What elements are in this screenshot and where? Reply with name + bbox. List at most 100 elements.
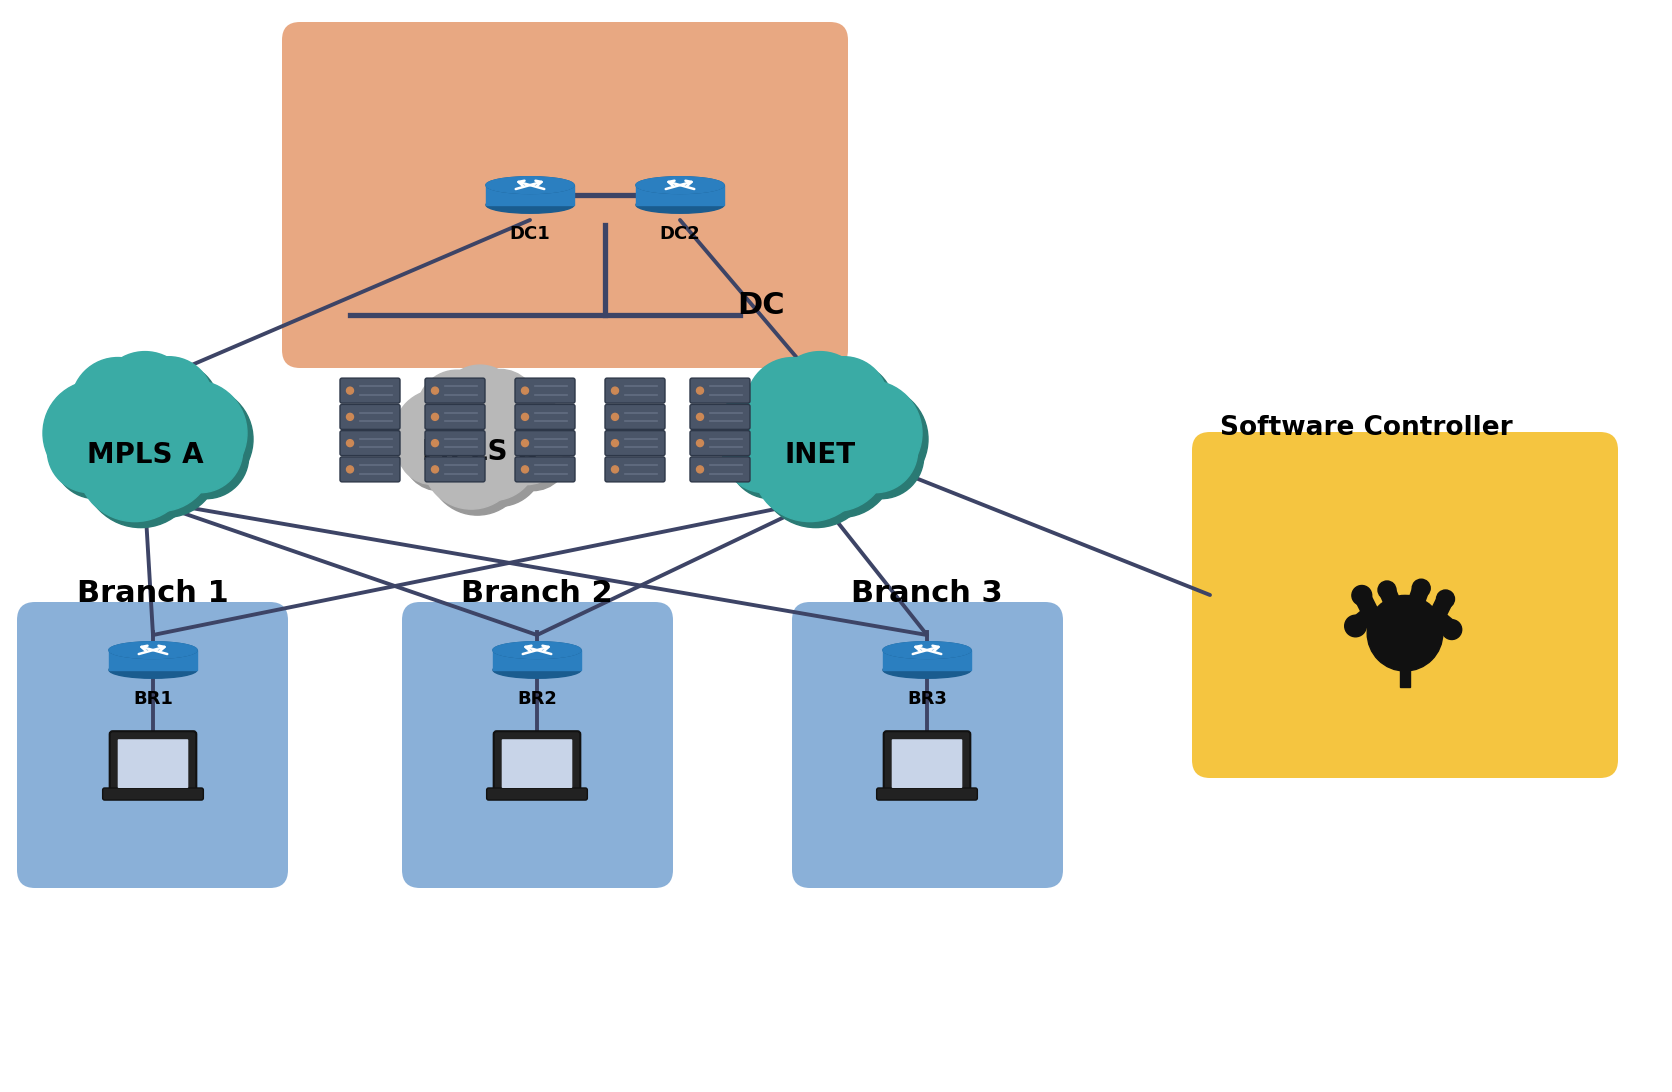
Circle shape (47, 407, 132, 492)
Text: MPLS B: MPLS B (421, 438, 538, 466)
Circle shape (752, 364, 846, 458)
FancyBboxPatch shape (515, 378, 575, 403)
Circle shape (142, 380, 247, 486)
Bar (883, 650, 971, 669)
Text: DC2: DC2 (660, 225, 701, 244)
FancyBboxPatch shape (515, 456, 575, 482)
Circle shape (612, 414, 619, 420)
Circle shape (757, 412, 873, 527)
Bar (1399, 646, 1411, 687)
FancyBboxPatch shape (691, 404, 751, 429)
Circle shape (483, 395, 572, 485)
FancyBboxPatch shape (793, 602, 1063, 888)
FancyBboxPatch shape (502, 739, 572, 788)
FancyBboxPatch shape (425, 456, 485, 482)
Circle shape (431, 466, 438, 473)
Circle shape (346, 466, 353, 473)
Text: DC: DC (737, 290, 784, 320)
FancyBboxPatch shape (691, 456, 751, 482)
Ellipse shape (493, 662, 580, 678)
Circle shape (418, 370, 497, 450)
FancyBboxPatch shape (401, 602, 674, 888)
Circle shape (799, 357, 888, 446)
Circle shape (722, 407, 808, 492)
Circle shape (833, 407, 918, 492)
Circle shape (1378, 581, 1396, 600)
Circle shape (492, 413, 563, 485)
Circle shape (752, 406, 868, 522)
FancyBboxPatch shape (876, 788, 978, 800)
Circle shape (839, 414, 923, 499)
Text: INET: INET (784, 441, 856, 468)
Ellipse shape (110, 644, 196, 656)
Circle shape (157, 407, 242, 492)
Circle shape (468, 376, 543, 450)
Circle shape (697, 440, 704, 447)
Ellipse shape (635, 177, 724, 193)
Circle shape (75, 370, 214, 510)
Ellipse shape (493, 642, 580, 658)
Bar (635, 186, 724, 205)
Circle shape (1441, 619, 1461, 640)
Circle shape (84, 412, 199, 527)
FancyBboxPatch shape (884, 732, 970, 793)
FancyBboxPatch shape (102, 788, 204, 800)
FancyBboxPatch shape (339, 378, 400, 403)
FancyBboxPatch shape (283, 22, 848, 368)
FancyBboxPatch shape (605, 404, 665, 429)
Circle shape (1368, 595, 1443, 670)
Ellipse shape (883, 662, 971, 678)
Circle shape (1344, 615, 1366, 637)
Bar (493, 650, 580, 669)
Ellipse shape (109, 642, 197, 658)
Circle shape (82, 377, 221, 515)
Circle shape (400, 395, 488, 485)
Circle shape (398, 413, 470, 485)
Circle shape (782, 406, 888, 511)
FancyBboxPatch shape (487, 788, 587, 800)
Ellipse shape (109, 642, 197, 658)
FancyBboxPatch shape (515, 404, 575, 429)
FancyBboxPatch shape (605, 456, 665, 482)
Text: Branch 1: Branch 1 (77, 579, 229, 608)
Circle shape (806, 363, 895, 451)
Ellipse shape (639, 179, 722, 191)
FancyBboxPatch shape (339, 404, 400, 429)
Circle shape (697, 388, 704, 394)
Bar (487, 186, 573, 205)
Circle shape (431, 388, 438, 394)
Ellipse shape (883, 642, 971, 658)
FancyBboxPatch shape (339, 456, 400, 482)
Circle shape (522, 388, 528, 394)
Circle shape (697, 414, 704, 420)
FancyBboxPatch shape (425, 430, 485, 455)
Circle shape (393, 390, 483, 479)
Circle shape (48, 387, 154, 491)
FancyBboxPatch shape (117, 739, 189, 788)
Ellipse shape (487, 177, 573, 193)
Circle shape (612, 466, 619, 473)
Circle shape (428, 417, 527, 515)
Ellipse shape (488, 179, 572, 191)
Circle shape (97, 352, 192, 447)
Text: Software Controller: Software Controller (1221, 415, 1513, 441)
Text: BR3: BR3 (908, 690, 946, 709)
Circle shape (823, 387, 928, 491)
FancyBboxPatch shape (493, 732, 580, 793)
Circle shape (522, 414, 528, 420)
Circle shape (612, 388, 619, 394)
Circle shape (77, 406, 192, 522)
Circle shape (114, 412, 219, 518)
Circle shape (463, 369, 538, 444)
Ellipse shape (883, 642, 971, 658)
Circle shape (729, 414, 813, 499)
Circle shape (477, 390, 567, 479)
Circle shape (423, 412, 520, 509)
Circle shape (421, 381, 538, 499)
Circle shape (440, 365, 520, 446)
Text: BR1: BR1 (134, 690, 172, 709)
FancyBboxPatch shape (891, 739, 963, 788)
Ellipse shape (487, 177, 573, 193)
FancyBboxPatch shape (425, 404, 485, 429)
FancyBboxPatch shape (425, 378, 485, 403)
